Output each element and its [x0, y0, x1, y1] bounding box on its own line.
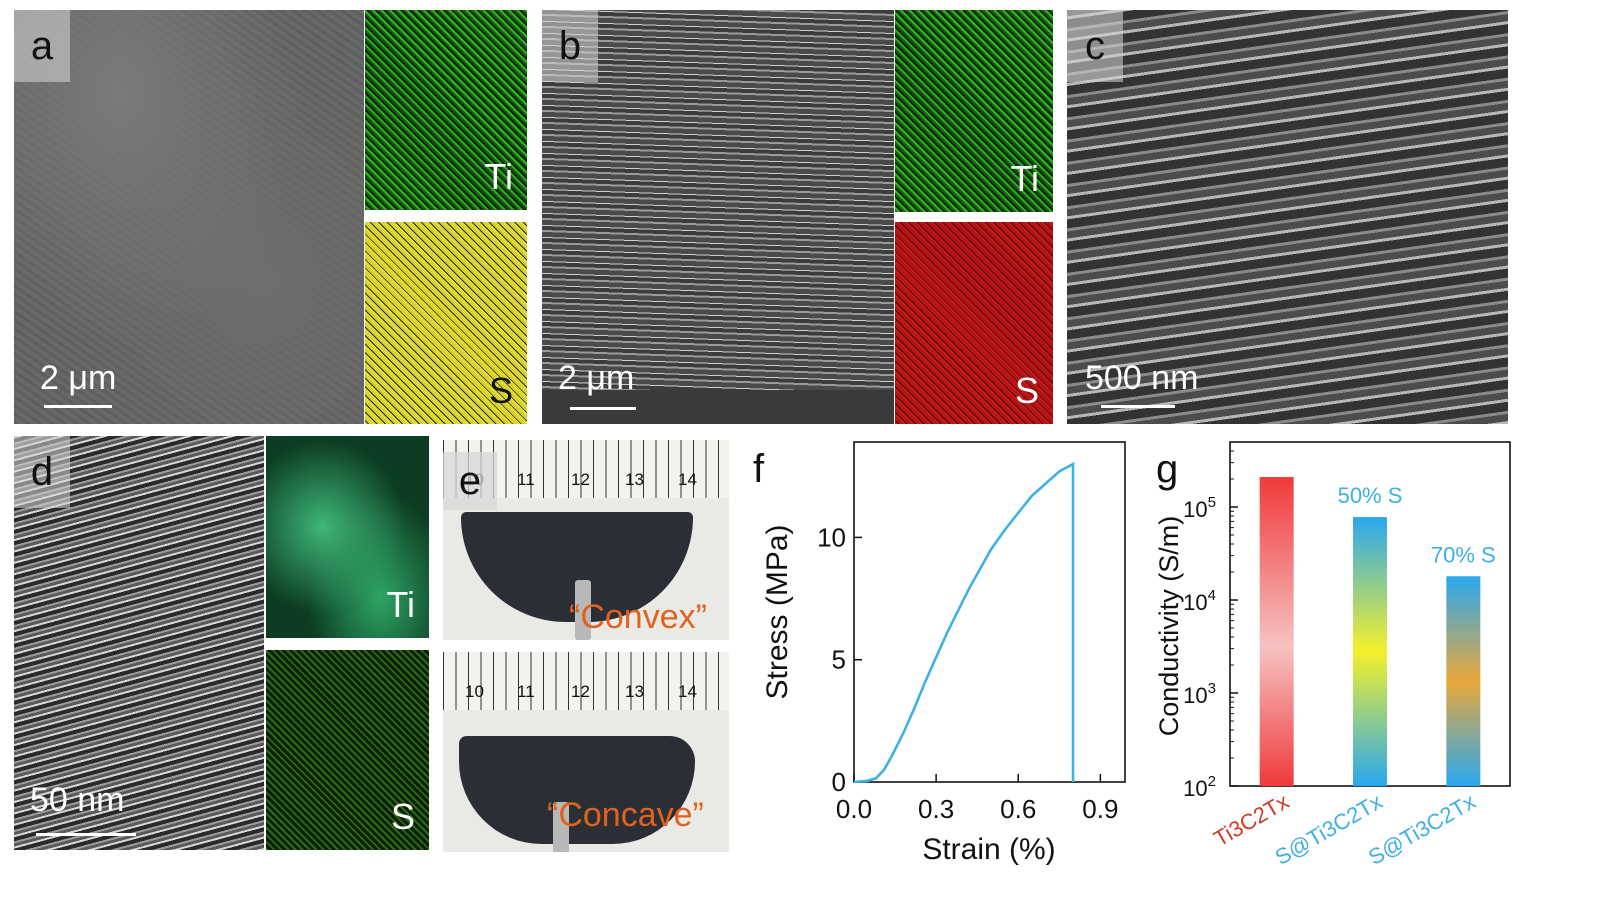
panel-d-letter: d: [14, 436, 70, 508]
panel-a-s-label: S: [488, 370, 513, 411]
ruler-number: 13: [625, 682, 644, 701]
panel-a-scale-label: 2 μm: [40, 359, 117, 397]
stress-strain-curve: [853, 461, 1075, 784]
y-tick-label: 10: [817, 522, 846, 552]
ruler-number: 12: [571, 682, 590, 701]
ruler-number: 12: [571, 470, 590, 489]
panel-c-scale-bar: [1101, 405, 1175, 408]
y-tick-label: 104: [1183, 587, 1216, 615]
panel-a-letter: a: [14, 10, 70, 82]
category-label: S@Ti3C2Tx: [1364, 789, 1480, 870]
panel-d-scale-label: 50 nm: [30, 781, 125, 819]
ruler-number: 14: [678, 682, 697, 701]
panel-e-photo-concave: 10 11 12 13 14 “Concave”: [443, 652, 729, 852]
ruler: 10 11 12 13 14: [443, 440, 729, 498]
panel-b-ti-map: Ti: [895, 10, 1053, 212]
panel-d-scale-bar: [36, 833, 136, 836]
panel-g-letter: g: [1156, 447, 1178, 491]
conductivity-bar: [1446, 576, 1481, 786]
panel-f-plot-frame: [853, 441, 1126, 783]
panel-d-ti-map: Ti: [266, 436, 429, 638]
panel-f-xlabel: Strain (%): [922, 833, 1055, 866]
y-tick-label: 105: [1183, 494, 1216, 522]
panel-b-letter: b: [542, 10, 598, 82]
conductivity-bar: [1259, 477, 1294, 786]
ruler-number: 14: [678, 470, 697, 489]
panel-c-letter: c: [1067, 10, 1123, 82]
panel-b-sem-image: b 2 μm: [542, 10, 894, 424]
ruler: 10 11 12 13 14: [443, 652, 729, 710]
panel-f-ylabel: Stress (MPa): [761, 524, 794, 699]
panel-g-ylabel: Conductivity (S/m): [1154, 516, 1184, 737]
panel-b-scale-label: 2 μm: [558, 359, 635, 397]
x-tick-label: 0.3: [918, 794, 954, 824]
y-tick-label: 5: [832, 645, 846, 675]
panel-a-ti-label: Ti: [484, 156, 513, 197]
panel-b-scale-bar: [570, 407, 636, 410]
panel-d-s-map: S: [266, 650, 429, 850]
panel-d-stem-image: d 50 nm: [14, 436, 264, 850]
conductivity-bar: [1353, 517, 1387, 786]
panel-b-s-map: S: [895, 222, 1053, 424]
x-tick-label: 0.6: [1000, 794, 1036, 824]
panel-g-ticks: 102 103 104 105: [1183, 450, 1238, 801]
y-tick-label: 102: [1183, 773, 1216, 801]
panel-f-letter: f: [753, 447, 765, 491]
panel-f-chart: f 0.0 0.3 0.6 0.9 0 5 10 Strain (%) Stress (MP…: [753, 441, 1126, 866]
panel-a-scale-bar: [44, 405, 112, 408]
panel-e-photo-convex: 10 11 12 13 14 e “Convex”: [443, 440, 729, 640]
panel-e-convex-label: “Convex”: [569, 598, 707, 636]
ruler-number: 13: [625, 470, 644, 489]
concave-film: [459, 736, 695, 844]
y-tick-label: 103: [1183, 680, 1216, 708]
panel-b-ti-label: Ti: [1010, 158, 1039, 199]
bar-annotation: 50% S: [1338, 483, 1403, 508]
panel-f-ticks: 0.0 0.3 0.6 0.9 0 5 10: [817, 522, 1118, 824]
panel-b-s-label: S: [1014, 370, 1039, 411]
panel-e-concave-label: “Concave”: [547, 796, 704, 834]
ruler-number: 11: [517, 470, 535, 489]
ruler-number: 10: [465, 682, 484, 701]
y-tick-label: 0: [832, 767, 846, 797]
x-tick-label: 0.0: [836, 794, 872, 824]
panel-d-ti-label: Ti: [386, 584, 415, 625]
x-tick-label: 0.9: [1082, 794, 1118, 824]
panel-c-scale-label: 500 nm: [1085, 359, 1199, 397]
panel-a-sem-image: a 2 μm: [14, 10, 364, 424]
panel-d-s-label: S: [390, 796, 415, 837]
panel-a-s-map: S: [365, 222, 527, 424]
panel-e-letter: e: [443, 452, 497, 510]
bar-annotation: 70% S: [1431, 542, 1496, 567]
ruler-number: 11: [517, 682, 535, 701]
panel-a-ti-map: Ti: [365, 10, 527, 210]
panel-c-sem-image: c 500 nm: [1067, 10, 1508, 424]
